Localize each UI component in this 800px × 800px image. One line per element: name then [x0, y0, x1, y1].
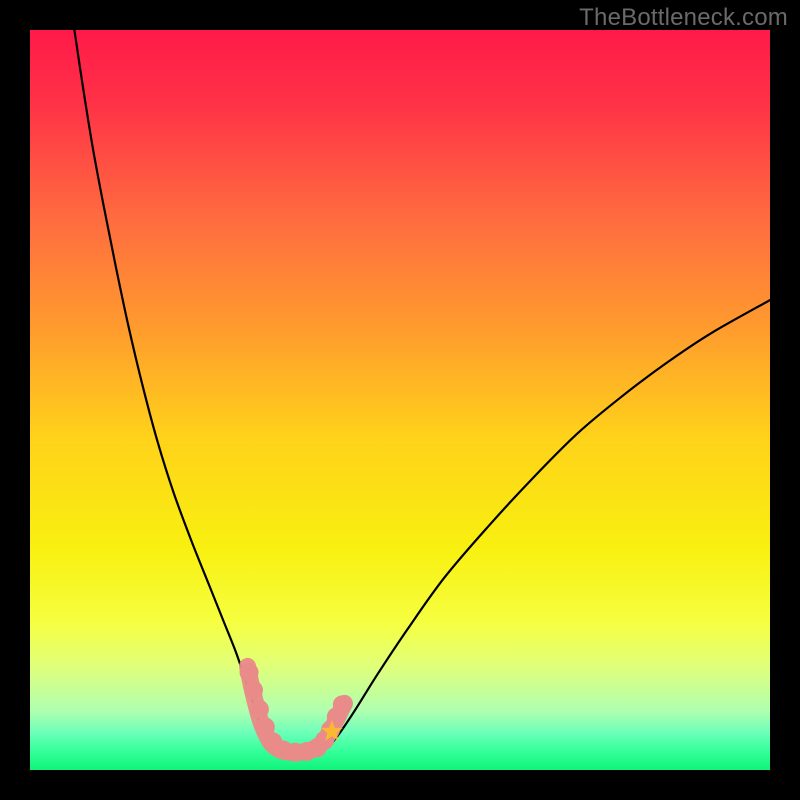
- bottleneck-chart: [30, 30, 770, 770]
- chart-background: [30, 30, 770, 770]
- bottom-node: [333, 695, 352, 714]
- bottom-node: [240, 663, 259, 682]
- watermark-text: TheBottleneck.com: [579, 4, 788, 32]
- chart-svg: [30, 30, 770, 770]
- bottom-node: [250, 700, 269, 719]
- bottom-node: [244, 681, 263, 700]
